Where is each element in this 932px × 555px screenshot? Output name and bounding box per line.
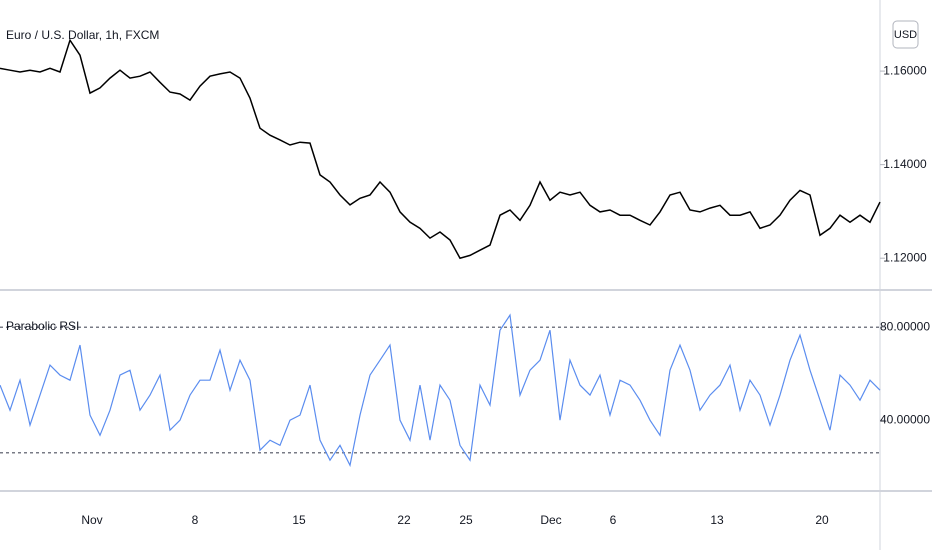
x-tick-label: 8 — [192, 513, 199, 527]
y-tick-label: 40.00000 — [880, 412, 930, 426]
x-tick-label: 20 — [815, 513, 829, 527]
y-tick-label: 1.16000 — [883, 63, 927, 77]
chart-title: Euro / U.S. Dollar, 1h, FXCM — [6, 28, 159, 42]
x-tick-label: 15 — [292, 513, 306, 527]
indicator-title: Parabolic RSI — [6, 319, 79, 333]
x-tick-label: 6 — [610, 513, 617, 527]
series-line — [0, 38, 881, 260]
y-tick-label: 1.12000 — [883, 250, 927, 264]
x-tick-label: 22 — [397, 513, 411, 527]
currency-label[interactable]: USD — [894, 29, 917, 41]
x-tick-label: 13 — [710, 513, 724, 527]
x-tick-label: Nov — [81, 513, 102, 527]
y-tick-label: 80.00000 — [880, 319, 930, 333]
series-line — [0, 313, 881, 468]
x-tick-label: 25 — [459, 513, 473, 527]
currency-button[interactable] — [892, 20, 919, 49]
x-tick-label: Dec — [540, 513, 561, 527]
y-tick-label: 1.14000 — [883, 157, 927, 171]
